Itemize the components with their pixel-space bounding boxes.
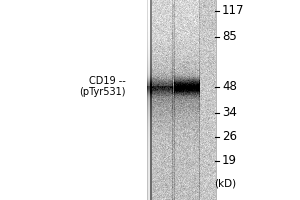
Text: CD19 --: CD19 --: [89, 76, 126, 86]
Text: (kD): (kD): [214, 179, 237, 189]
Text: (pTyr531): (pTyr531): [80, 87, 126, 97]
Text: 19: 19: [222, 154, 237, 168]
Text: 48: 48: [222, 80, 237, 94]
Text: 85: 85: [222, 30, 237, 44]
Text: 34: 34: [222, 106, 237, 119]
Text: 26: 26: [222, 130, 237, 144]
Text: 117: 117: [222, 4, 244, 18]
